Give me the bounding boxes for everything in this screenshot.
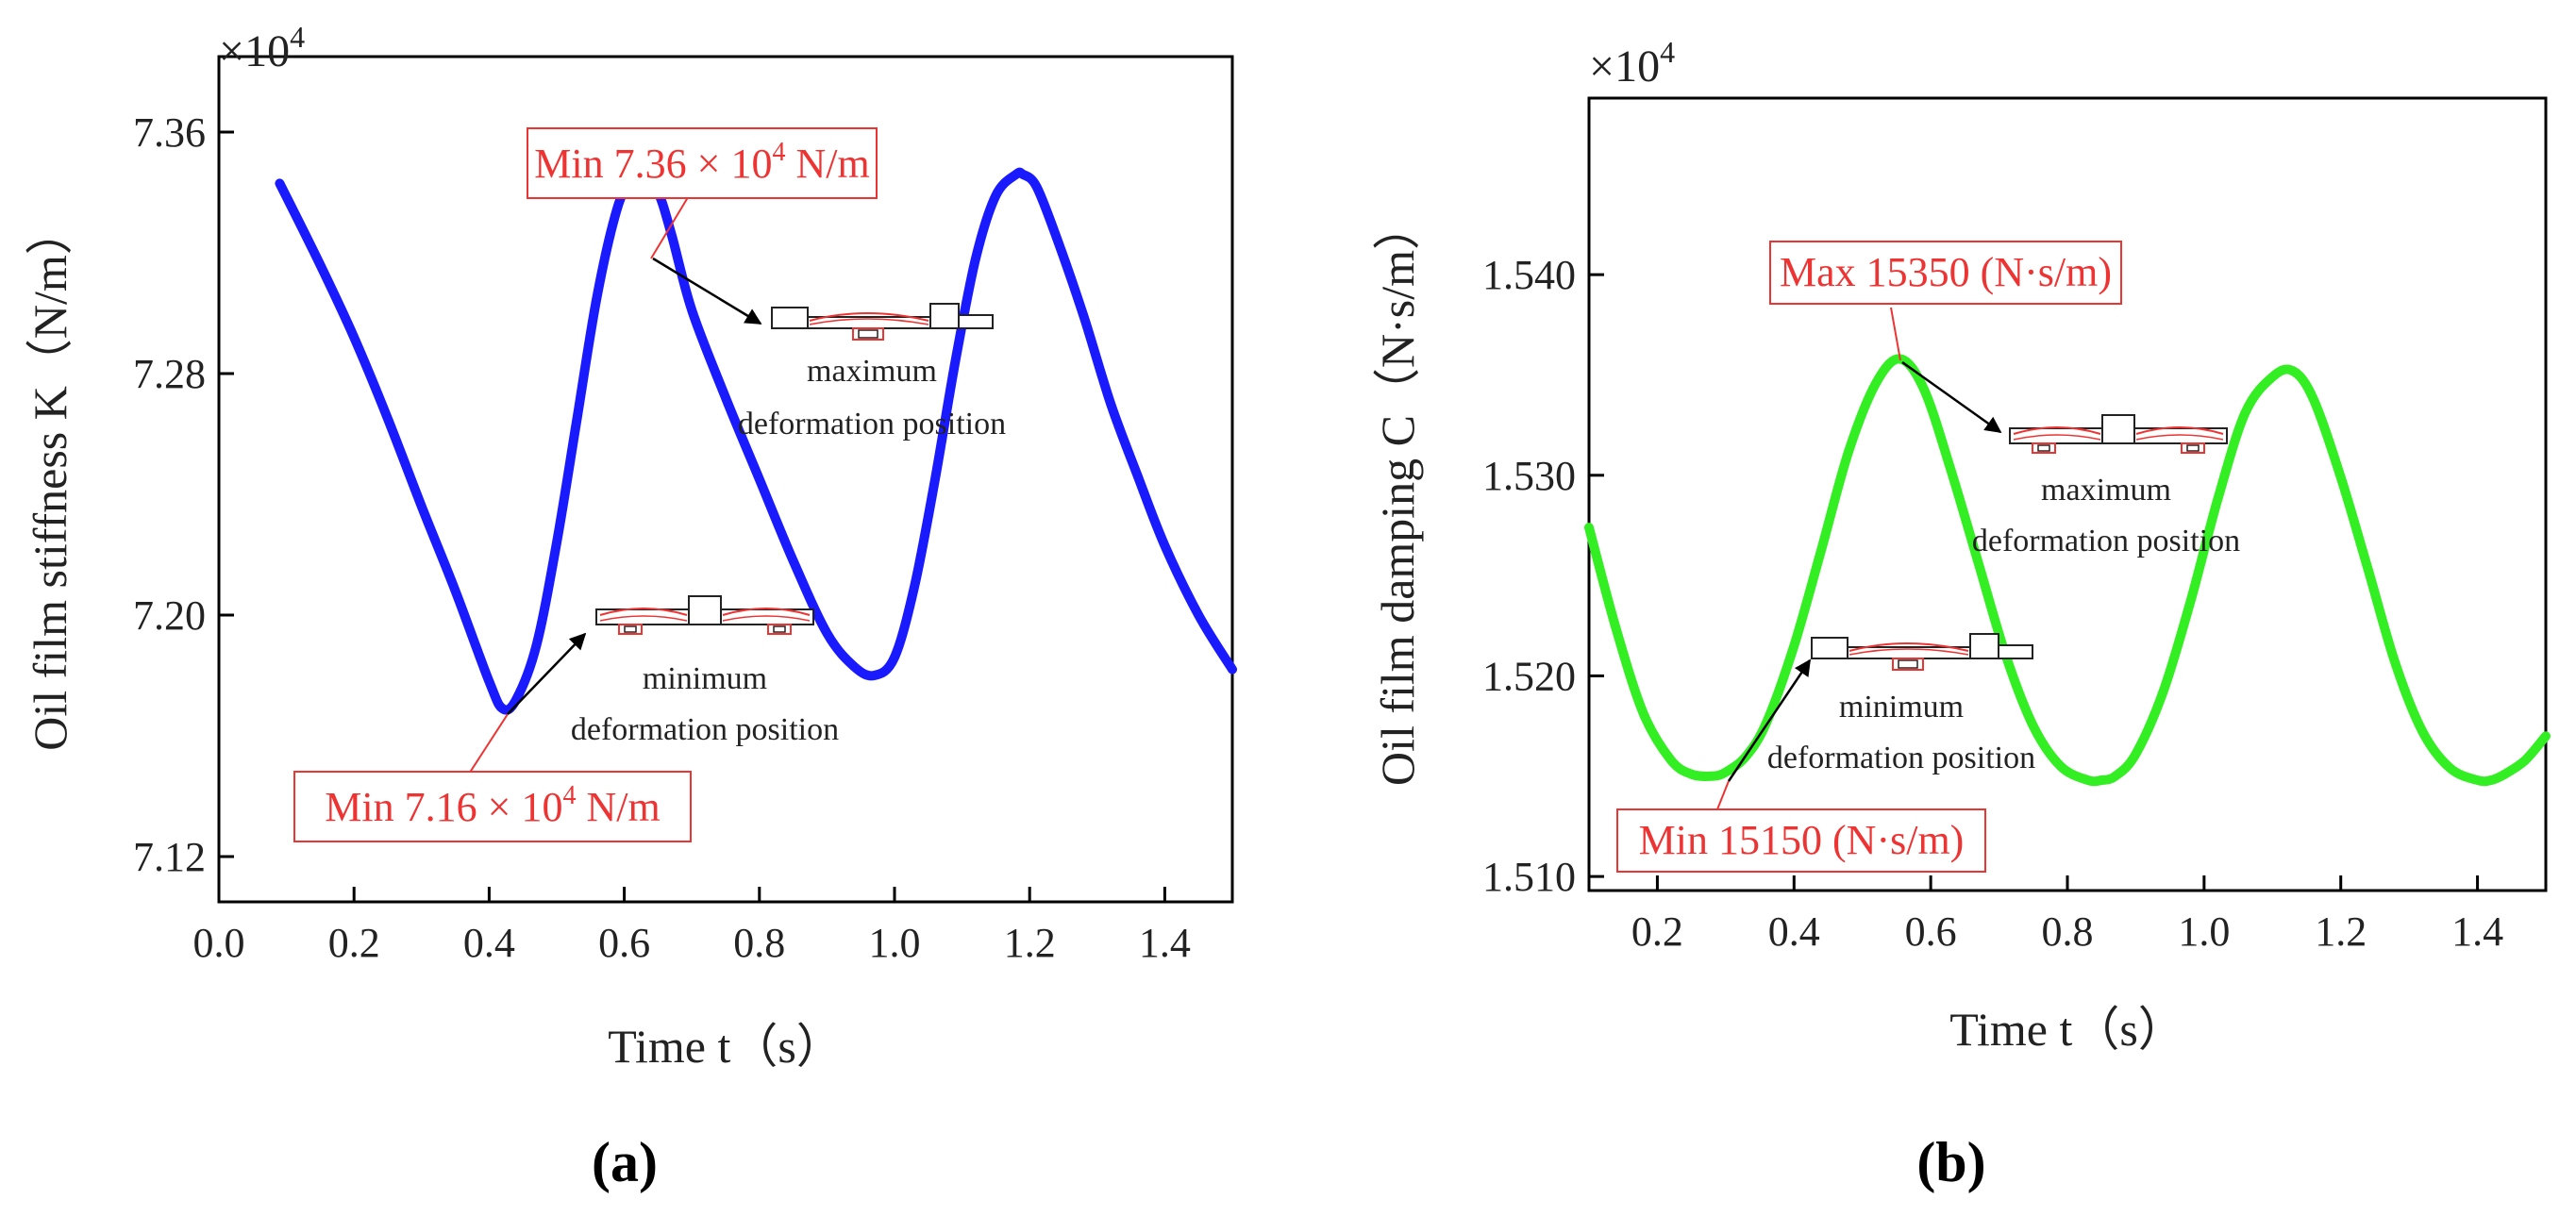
multiplier-exp-b: 4 — [1660, 35, 1675, 69]
x-ticks-a: 0.0 0.2 0.4 0.6 0.8 1.0 1.2 1.4 — [193, 887, 1191, 966]
y-tick-label: 7.20 — [133, 592, 206, 639]
inset-min-a: minimum deformation position — [507, 595, 839, 747]
inset-max-a-caption2: deformation position — [738, 407, 1006, 441]
inset-max-b: maximum deformation position — [1901, 360, 2240, 558]
x-tick-label: 0.0 — [193, 920, 245, 966]
inset-max-b-caption2: deformation position — [1972, 524, 2240, 558]
x-tick-label: 1.0 — [2178, 908, 2230, 955]
panel-label-a: (a) — [592, 1131, 658, 1193]
series-line-damping — [1584, 354, 2551, 787]
inset-min-b-caption1: minimum — [1839, 690, 1964, 725]
annotation-min-b: Min 15150 (N·s/m) — [1616, 780, 1986, 873]
y-ticks-b: 1.510 1.520 1.530 1.540 — [1482, 252, 1604, 900]
inset-min-a-caption1: minimum — [643, 661, 767, 696]
series-line-stiffness — [275, 167, 1237, 715]
annotation-max-a-sup: 4 — [772, 138, 785, 167]
x-tick-label: 1.2 — [2315, 908, 2367, 955]
inset-max-a: maximum deformation position — [652, 257, 1006, 441]
svg-text:Min 7.36 × 104 N/m: Min 7.36 × 104 N/m — [534, 138, 869, 187]
x-axis-label-b: Time t（s） — [1949, 1003, 2185, 1056]
inset-max-b-caption1: maximum — [2041, 473, 2171, 508]
x-tick-label: 1.2 — [1004, 920, 1056, 966]
panel-b: 0.2 0.4 0.6 0.8 1.0 1.2 1.4 1.5101.5201.5301.5… — [1371, 35, 2551, 1193]
x-tick-label: 0.4 — [463, 920, 515, 966]
y-tick-label: 7.36 — [133, 109, 206, 156]
annotation-min-b-label: Min 15150 (N·s/m) — [1639, 817, 1965, 863]
panel-a: 0.0 0.2 0.4 0.6 0.8 1.0 1.2 1.4 7.12 7.20 7.28 7.3… — [24, 20, 1237, 1193]
svg-text:Min 7.16 × 104 N/m: Min 7.16 × 104 N/m — [325, 781, 660, 830]
y-tick-label: 1.540 — [1482, 252, 1576, 298]
plot-frame-a — [217, 55, 1234, 904]
annotation-min-a-sup: 4 — [562, 781, 576, 810]
x-tick-label: 1.4 — [2451, 908, 2503, 955]
annotation-max-a: Min 7.36 × 104 N/m — [527, 127, 878, 259]
inset-max-a-caption1: maximum — [807, 354, 937, 389]
y-axis-label-a: Oil film stiffness K（N/m） — [24, 208, 76, 750]
inset-min-a-caption2: deformation position — [571, 712, 839, 747]
y-tick-label: 1.530 — [1482, 453, 1576, 499]
x-tick-label: 0.2 — [1631, 908, 1683, 955]
x-tick-label: 1.4 — [1139, 920, 1191, 966]
y-axis-label-b: Oil film damping C（N·s/m） — [1371, 203, 1424, 786]
y-tick-label: 1.510 — [1482, 854, 1576, 900]
y-tick-label: 7.12 — [133, 834, 206, 880]
x-tick-label: 0.4 — [1768, 908, 1820, 955]
x-axis-label-a: Time t（s） — [608, 1020, 844, 1073]
annotation-max-b: Max 15350 (N·s/m) — [1769, 241, 2122, 361]
annotation-max-a-unit: N/m — [785, 141, 869, 187]
multiplier-base-b: ×104 — [1589, 35, 1675, 92]
y-tick-label: 7.28 — [133, 351, 206, 397]
inset-min-b-caption2: deformation position — [1767, 741, 2035, 775]
multiplier-base-a: ×104 — [219, 20, 305, 76]
x-tick-label: 0.6 — [598, 920, 650, 966]
panel-label-b: (b) — [1916, 1131, 1985, 1193]
inset-min-b: minimum deformation position — [1727, 633, 2035, 782]
annotation-min-a-unit: N/m — [576, 784, 660, 830]
x-tick-label: 0.6 — [1905, 908, 1957, 955]
x-tick-label: 0.8 — [733, 920, 785, 966]
x-tick-label: 0.2 — [328, 920, 380, 966]
y-tick-label: 1.520 — [1482, 653, 1576, 699]
annotation-max-a-label: Min 7.36 × 10 — [534, 141, 772, 187]
x-tick-label: 0.8 — [2042, 908, 2094, 955]
multiplier-exp-a: 4 — [290, 20, 305, 54]
annotation-max-b-label: Max 15350 (N·s/m) — [1780, 249, 2112, 295]
x-ticks-b: 0.2 0.4 0.6 0.8 1.0 1.2 1.4 — [1631, 875, 2503, 955]
x-tick-label: 1.0 — [869, 920, 921, 966]
annotation-min-a-label: Min 7.16 × 10 — [325, 784, 562, 830]
annotation-min-a: Min 7.16 × 104 N/m — [293, 713, 692, 842]
y-ticks-a: 7.12 7.20 7.28 7.36 — [133, 109, 234, 880]
